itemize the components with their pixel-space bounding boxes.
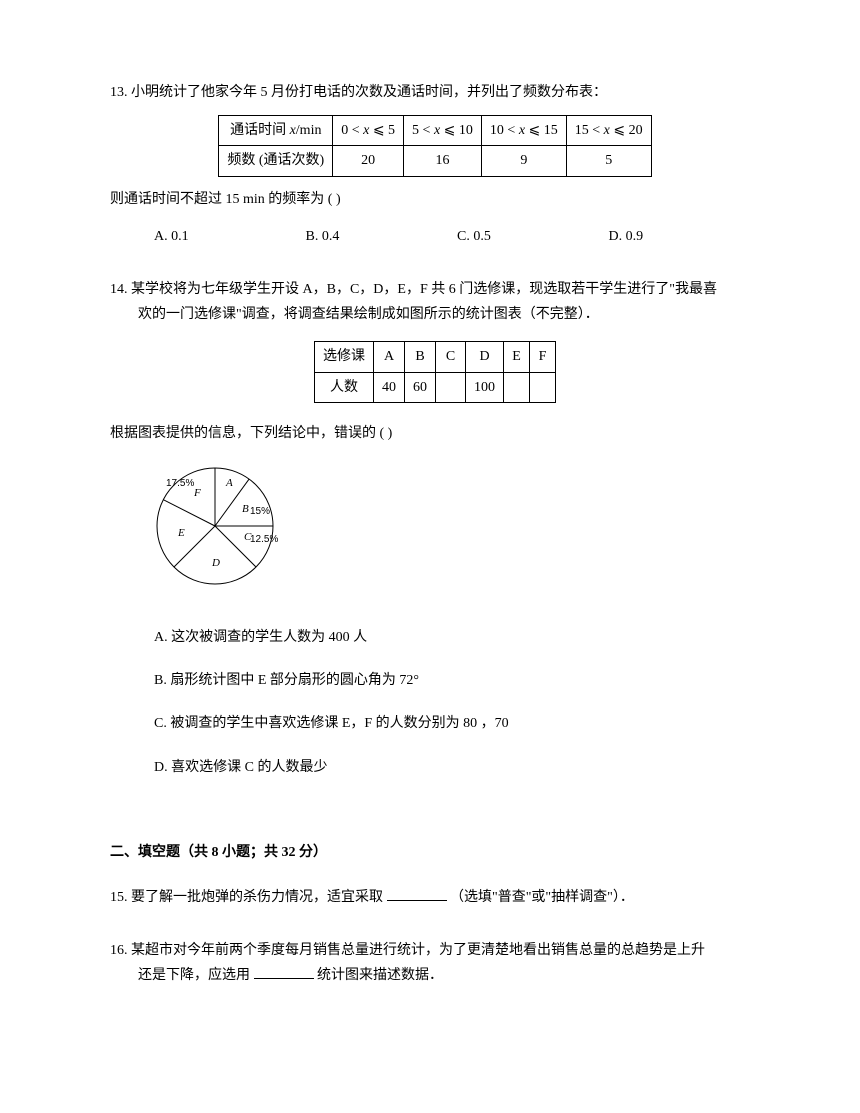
pie-pct-c: 12.5% <box>250 534 278 545</box>
cell: 20 <box>333 146 404 176</box>
cell: C <box>436 342 466 372</box>
cell: 16 <box>404 146 482 176</box>
cell: F <box>530 342 556 372</box>
cell: 0 < x ⩽ 5 <box>333 116 404 146</box>
option-c: C. 0.5 <box>457 224 609 249</box>
q14-prompt-cont: 欢的一门选修课"调查，将调查结果绘制成如图所示的统计图表（不完整）． <box>110 302 760 327</box>
option-a: A. 0.1 <box>154 224 306 249</box>
cell: A <box>374 342 405 372</box>
cell: B <box>405 342 436 372</box>
q13-prompt: 13. 小明统计了他家今年 5 月份打电话的次数及通话时间，并列出了频数分布表： <box>110 80 760 105</box>
cell: 10 < x ⩽ 15 <box>481 116 566 146</box>
q14-prompt-line1: 某学校将为七年级学生开设 A，B，C，D，E，F 共 6 门选修课，现选取若干学… <box>131 282 717 297</box>
q14-number: 14. <box>110 282 128 297</box>
cell: E <box>504 342 530 372</box>
q13-number: 13. <box>110 85 128 100</box>
cell: 100 <box>466 372 504 402</box>
cell <box>436 372 466 402</box>
pie-chart: A B C D E F 17.5% 15% 12.5% <box>110 456 760 605</box>
cell: 选修课 <box>315 342 374 372</box>
cell: 40 <box>374 372 405 402</box>
question-13: 13. 小明统计了他家今年 5 月份打电话的次数及通话时间，并列出了频数分布表：… <box>110 80 760 249</box>
option-a: A. 这次被调查的学生人数为 400 人 <box>154 625 760 650</box>
cell: 人数 <box>315 372 374 402</box>
q16-line1: 某超市对今年前两个季度每月销售总量进行统计，为了更清楚地看出销售总量的总趋势是上… <box>131 943 705 958</box>
cell: 频数 (通话次数) <box>219 146 333 176</box>
option-d: D. 0.9 <box>609 224 761 249</box>
question-16: 16. 某超市对今年前两个季度每月销售总量进行统计，为了更清楚地看出销售总量的总… <box>110 938 760 988</box>
fill-blank[interactable] <box>254 965 314 979</box>
cell <box>530 372 556 402</box>
q15-after: （选填"普查"或"抽样调查"）． <box>450 890 634 905</box>
q16-line2-before: 还是下降，应选用 <box>138 968 250 983</box>
q15-number: 15. <box>110 890 128 905</box>
q14-options: A. 这次被调查的学生人数为 400 人 B. 扇形统计图中 E 部分扇形的圆心… <box>110 625 760 780</box>
cell: D <box>466 342 504 372</box>
cell: 60 <box>405 372 436 402</box>
cell <box>504 372 530 402</box>
q14-subtext: 根据图表提供的信息，下列结论中，错误的 ( ) <box>110 421 760 446</box>
cell: 9 <box>481 146 566 176</box>
option-b: B. 0.4 <box>306 224 458 249</box>
question-15: 15. 要了解一批炮弹的杀伤力情况，适宜采取 （选填"普查"或"抽样调查"）． <box>110 885 760 910</box>
q13-options: A. 0.1 B. 0.4 C. 0.5 D. 0.9 <box>110 224 760 249</box>
fill-blank[interactable] <box>387 887 447 901</box>
cell: 5 < x ⩽ 10 <box>404 116 482 146</box>
option-d: D. 喜欢选修课 C 的人数最少 <box>154 755 760 780</box>
option-b: B. 扇形统计图中 E 部分扇形的圆心角为 72° <box>154 668 760 693</box>
section-2-title: 二、填空题（共 8 小题；共 32 分） <box>110 840 760 865</box>
table-row: 选修课 A B C D E F <box>315 342 556 372</box>
q14-table: 选修课 A B C D E F 人数 40 60 100 <box>314 341 556 402</box>
q16-number: 16. <box>110 943 128 958</box>
pie-pct-f: 17.5% <box>166 478 194 489</box>
question-14: 14. 某学校将为七年级学生开设 A，B，C，D，E，F 共 6 门选修课，现选… <box>110 277 760 780</box>
q13-prompt-text: 小明统计了他家今年 5 月份打电话的次数及通话时间，并列出了频数分布表： <box>131 85 607 100</box>
q16-line2-after: 统计图来描述数据． <box>317 968 443 983</box>
table-row: 人数 40 60 100 <box>315 372 556 402</box>
table-row: 频数 (通话次数) 20 16 9 5 <box>219 146 651 176</box>
q15-before: 要了解一批炮弹的杀伤力情况，适宜采取 <box>131 890 383 905</box>
cell: 5 <box>566 146 651 176</box>
q14-prompt: 14. 某学校将为七年级学生开设 A，B，C，D，E，F 共 6 门选修课，现选… <box>110 277 760 302</box>
pie-pct-b: 15% <box>250 506 270 517</box>
cell: 15 < x ⩽ 20 <box>566 116 651 146</box>
pie-label-a: A <box>225 477 233 489</box>
pie-label-e: E <box>177 527 185 539</box>
pie-label-b: B <box>242 503 249 515</box>
q13-subtext: 则通话时间不超过 15 min 的频率为 ( ) <box>110 187 760 212</box>
table-row: 通话时间 x/min 0 < x ⩽ 5 5 < x ⩽ 10 10 < x ⩽… <box>219 116 651 146</box>
cell: 通话时间 x/min <box>219 116 333 146</box>
option-c: C. 被调查的学生中喜欢选修课 E，F 的人数分别为 80 ，70 <box>154 711 760 736</box>
pie-label-d: D <box>211 557 220 569</box>
q13-table: 通话时间 x/min 0 < x ⩽ 5 5 < x ⩽ 10 10 < x ⩽… <box>218 115 651 176</box>
